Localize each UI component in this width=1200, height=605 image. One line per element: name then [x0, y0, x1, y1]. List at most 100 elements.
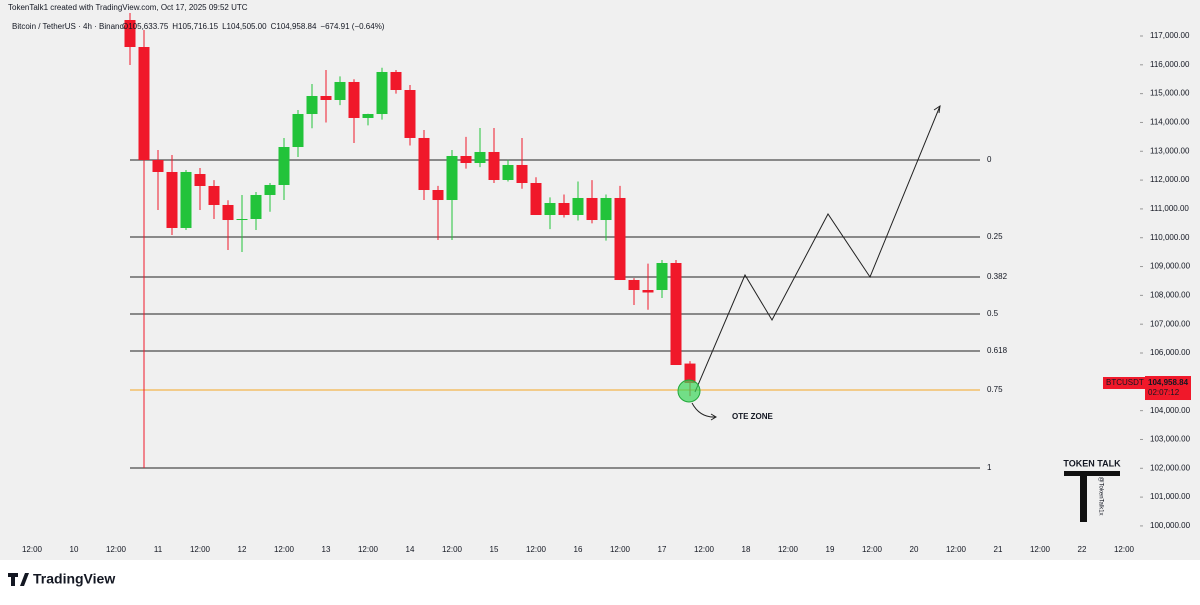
price-tag-value: 104,958.84	[1148, 378, 1189, 387]
candle-body	[166, 171, 178, 228]
candle-body	[404, 90, 416, 138]
y-tick-label: 110,000.00	[1150, 233, 1190, 242]
candle-body	[362, 114, 374, 118]
y-tick-label: 103,000.00	[1150, 435, 1191, 444]
candle-body	[656, 263, 668, 291]
y-tick-label: 113,000.00	[1150, 146, 1190, 155]
candle-body	[586, 197, 598, 221]
candle-body	[124, 20, 136, 48]
footer-logo: TradingView	[33, 571, 115, 587]
y-tick-label: 104,000.00	[1150, 406, 1191, 415]
x-tick-label: 12:00	[274, 545, 295, 554]
candle-body	[432, 190, 444, 201]
candle-body	[628, 280, 640, 291]
x-tick-label: 20	[910, 545, 919, 554]
ohlc-value: −674.91 (−0.64%)	[320, 22, 384, 31]
price-tag-bg	[1145, 376, 1191, 401]
x-tick-label: 12:00	[778, 545, 799, 554]
ohlc-value: L104,505.00	[222, 22, 267, 31]
x-tick-label: 14	[406, 545, 415, 554]
fib-label: 0	[987, 155, 992, 164]
symbol: Bitcoin / TetherUS · 4h · Binance	[12, 22, 128, 31]
candle-body	[614, 197, 626, 281]
x-tick-label: 12	[238, 545, 247, 554]
ohlc-value: C104,958.84	[271, 22, 317, 31]
y-tick-label: 117,000.00	[1150, 31, 1190, 40]
logo-bar	[1064, 471, 1120, 476]
candle-body	[180, 171, 192, 228]
candle-body	[320, 95, 332, 101]
candle-body	[446, 155, 458, 201]
x-tick-label: 17	[658, 545, 667, 554]
y-tick-label: 106,000.00	[1150, 348, 1191, 357]
ohlc-value: O105,633.75	[122, 22, 169, 31]
candle-body	[600, 197, 612, 221]
y-tick-label: 107,000.00	[1150, 319, 1191, 328]
x-tick-label: 12:00	[22, 545, 43, 554]
y-tick-label: 111,000.00	[1150, 204, 1189, 213]
ohlc-value: H105,716.15	[172, 22, 218, 31]
fib-label: 0.618	[987, 346, 1008, 355]
logo-stem	[1080, 476, 1087, 522]
candle-body	[572, 197, 584, 215]
header-credit: TokenTalk1 created with TradingView.com,…	[8, 3, 248, 12]
candle-body	[474, 151, 486, 164]
x-tick-label: 12:00	[610, 545, 631, 554]
ote-circle	[677, 379, 701, 403]
x-tick-label: 12:00	[862, 545, 883, 554]
x-tick-label: 21	[994, 545, 1003, 554]
candle-body	[278, 147, 290, 185]
y-tick-label: 102,000.00	[1150, 463, 1191, 472]
x-tick-label: 12:00	[1030, 545, 1051, 554]
plot-background	[0, 0, 1200, 560]
candle-body	[264, 184, 276, 195]
candle-body	[684, 363, 696, 384]
x-tick-label: 18	[742, 545, 751, 554]
y-tick-label: 101,000.00	[1150, 492, 1191, 501]
y-tick-label: 115,000.00	[1150, 89, 1190, 98]
candle-body	[488, 151, 500, 181]
x-tick-label: 15	[490, 545, 499, 554]
projection-arrowhead	[933, 104, 941, 114]
candle-body	[516, 164, 528, 184]
candle-body	[376, 71, 388, 115]
candle-body	[334, 81, 346, 101]
x-tick-label: 12:00	[526, 545, 547, 554]
x-tick-label: 12:00	[358, 545, 379, 554]
candle-body	[348, 81, 360, 118]
watermark: TOKEN TALK @TokenTalk1x	[1063, 458, 1121, 522]
candle-body	[236, 218, 248, 221]
y-tick-label: 114,000.00	[1150, 118, 1190, 127]
x-tick-label: 12:00	[190, 545, 211, 554]
candle-body	[390, 71, 402, 91]
x-tick-label: 12:00	[1114, 545, 1135, 554]
candle-body	[222, 204, 234, 221]
ote-arrow	[691, 402, 717, 418]
candle-body	[642, 290, 654, 293]
annotation: OTE ZONE	[732, 412, 774, 421]
x-tick-label: 22	[1078, 545, 1087, 554]
candle-body	[502, 164, 514, 181]
x-tick-label: 10	[70, 545, 79, 554]
ote-arrowhead	[710, 413, 717, 421]
price-tag-symbol: BTCUSDT	[1106, 378, 1144, 387]
candle-body	[138, 47, 150, 161]
x-tick-label: 12:00	[106, 545, 127, 554]
projection-path	[694, 105, 941, 393]
fib-label: 0.75	[987, 385, 1003, 394]
x-tick-label: 12:00	[694, 545, 715, 554]
candle-body	[250, 194, 262, 219]
x-tick-label: 12:00	[442, 545, 463, 554]
y-tick-label: 116,000.00	[1150, 60, 1190, 69]
x-tick-label: 19	[826, 545, 835, 554]
candle-body	[544, 203, 556, 215]
candle-body	[292, 114, 304, 148]
footer-background	[0, 560, 1200, 600]
candle-body	[670, 263, 682, 365]
candle-body	[460, 155, 472, 164]
price-tag-symbol-bg	[1103, 377, 1145, 390]
candle-body	[306, 95, 318, 115]
price-tag-countdown: 02:07:12	[1148, 388, 1180, 397]
candle-body	[208, 185, 220, 205]
